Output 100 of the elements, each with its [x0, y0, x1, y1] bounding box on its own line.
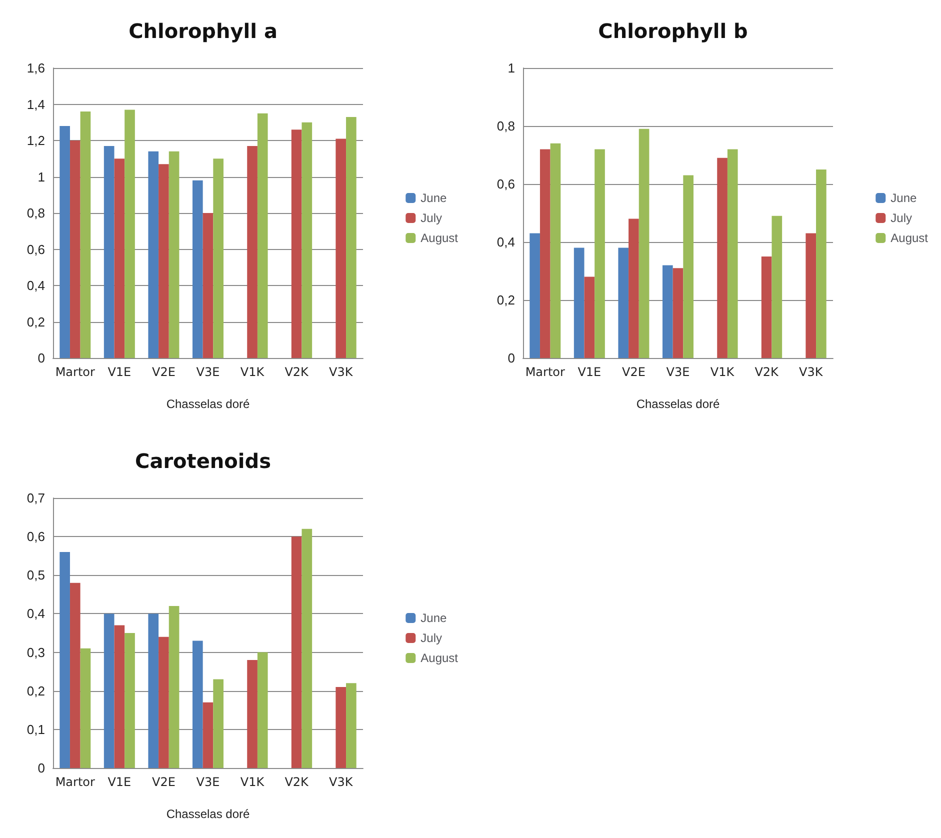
y-tick-label: 0,7 [26, 490, 45, 506]
bar [727, 149, 738, 358]
x-tick-label: V3K [329, 775, 354, 789]
bar [168, 606, 180, 768]
bar [192, 180, 203, 358]
bar [628, 218, 639, 358]
y-tick-label: 0,4 [496, 234, 515, 250]
x-tick-label: V1K [710, 365, 736, 379]
bar [124, 110, 135, 358]
y-tick-label: 0 [38, 760, 45, 776]
y-tick-label: 0,8 [26, 206, 45, 220]
x-tick-label: V1E [108, 365, 132, 379]
y-tick-label: 1,2 [26, 133, 45, 148]
x-tick-label: V2E [622, 365, 646, 379]
bar [257, 652, 268, 768]
y-tick-label: 0 [508, 350, 515, 366]
bar [60, 552, 70, 768]
legend-label: June [420, 191, 447, 205]
bar [247, 660, 258, 768]
x-tick-label: V3E [666, 365, 690, 379]
x-tick-label: V2K [754, 365, 780, 379]
bar [213, 679, 224, 768]
bar [717, 158, 728, 358]
bar [672, 268, 684, 358]
y-tick-label: 0,6 [496, 176, 515, 192]
bar [158, 164, 169, 358]
bar [336, 138, 346, 358]
bar [761, 256, 772, 358]
bar [114, 625, 125, 768]
y-tick-label: 0,8 [496, 118, 515, 134]
legend-label: June [890, 191, 917, 205]
bar [662, 265, 673, 358]
x-tick-label: V2E [152, 775, 176, 789]
chart-title: Chlorophyll b [598, 19, 748, 43]
x-axis-title: Chasselas doré [166, 397, 250, 411]
bar [148, 151, 159, 358]
y-tick-label: 1,4 [26, 96, 45, 112]
y-tick-label: 0,2 [26, 314, 45, 330]
bar [104, 614, 114, 768]
x-tick-label: V2E [152, 365, 176, 379]
bar [336, 687, 346, 768]
bar [584, 276, 595, 358]
legend-label: August [890, 231, 929, 245]
x-tick-label: V3E [196, 365, 220, 379]
x-tick-label: V1K [240, 775, 266, 789]
y-tick-label: 0,1 [26, 722, 45, 737]
legend-label: July [420, 211, 442, 225]
x-tick-label: V2K [284, 365, 310, 379]
bar [70, 582, 80, 768]
legend-label: July [420, 631, 442, 645]
bar [638, 128, 650, 358]
legend-label: August [420, 651, 459, 665]
y-tick-label: 0,6 [26, 242, 45, 257]
bar [192, 640, 203, 768]
x-tick-label: V3K [799, 365, 824, 379]
bar [346, 683, 356, 768]
x-tick-label: V1E [578, 365, 602, 379]
bar [302, 122, 312, 358]
bar [257, 113, 268, 358]
y-tick-label: 0,2 [496, 292, 515, 308]
bar [594, 149, 605, 358]
bar [202, 702, 214, 768]
y-tick-label: 0,2 [26, 683, 45, 698]
bar [213, 158, 224, 358]
bar [618, 248, 629, 358]
bar [114, 158, 125, 358]
y-tick-label: 0 [38, 350, 45, 366]
x-axis-title: Chasselas doré [166, 807, 250, 821]
y-tick-label: 0,5 [26, 568, 45, 583]
x-tick-label: V3K [329, 365, 354, 379]
x-axis-title: Chasselas doré [636, 397, 720, 411]
chart-title: Carotenoids [135, 449, 271, 473]
bar [202, 213, 214, 358]
bar [148, 614, 159, 768]
bar [806, 233, 816, 358]
y-tick-label: 0,3 [26, 644, 45, 660]
y-tick-label: 1,6 [26, 60, 45, 76]
legend-label: June [420, 611, 447, 625]
bar [816, 170, 826, 358]
bar [158, 636, 169, 768]
bar [124, 633, 135, 768]
bar [291, 536, 302, 768]
bar [302, 528, 312, 768]
y-tick-label: 1 [38, 169, 45, 184]
bar [60, 126, 70, 358]
chart-title: Chlorophyll a [128, 19, 278, 43]
bar [540, 149, 550, 358]
bar [772, 216, 782, 358]
x-tick-label: V3E [196, 775, 220, 789]
y-tick-label: 1 [508, 60, 515, 76]
y-tick-label: 0,4 [26, 278, 45, 293]
bar [247, 146, 258, 358]
x-tick-label: Martor [55, 365, 96, 379]
bar [80, 112, 91, 358]
legend-label: August [420, 231, 459, 245]
bar [530, 233, 540, 358]
legend-label: July [890, 211, 912, 225]
x-tick-label: V1E [108, 775, 132, 789]
bar [168, 151, 180, 358]
bar [70, 140, 80, 358]
